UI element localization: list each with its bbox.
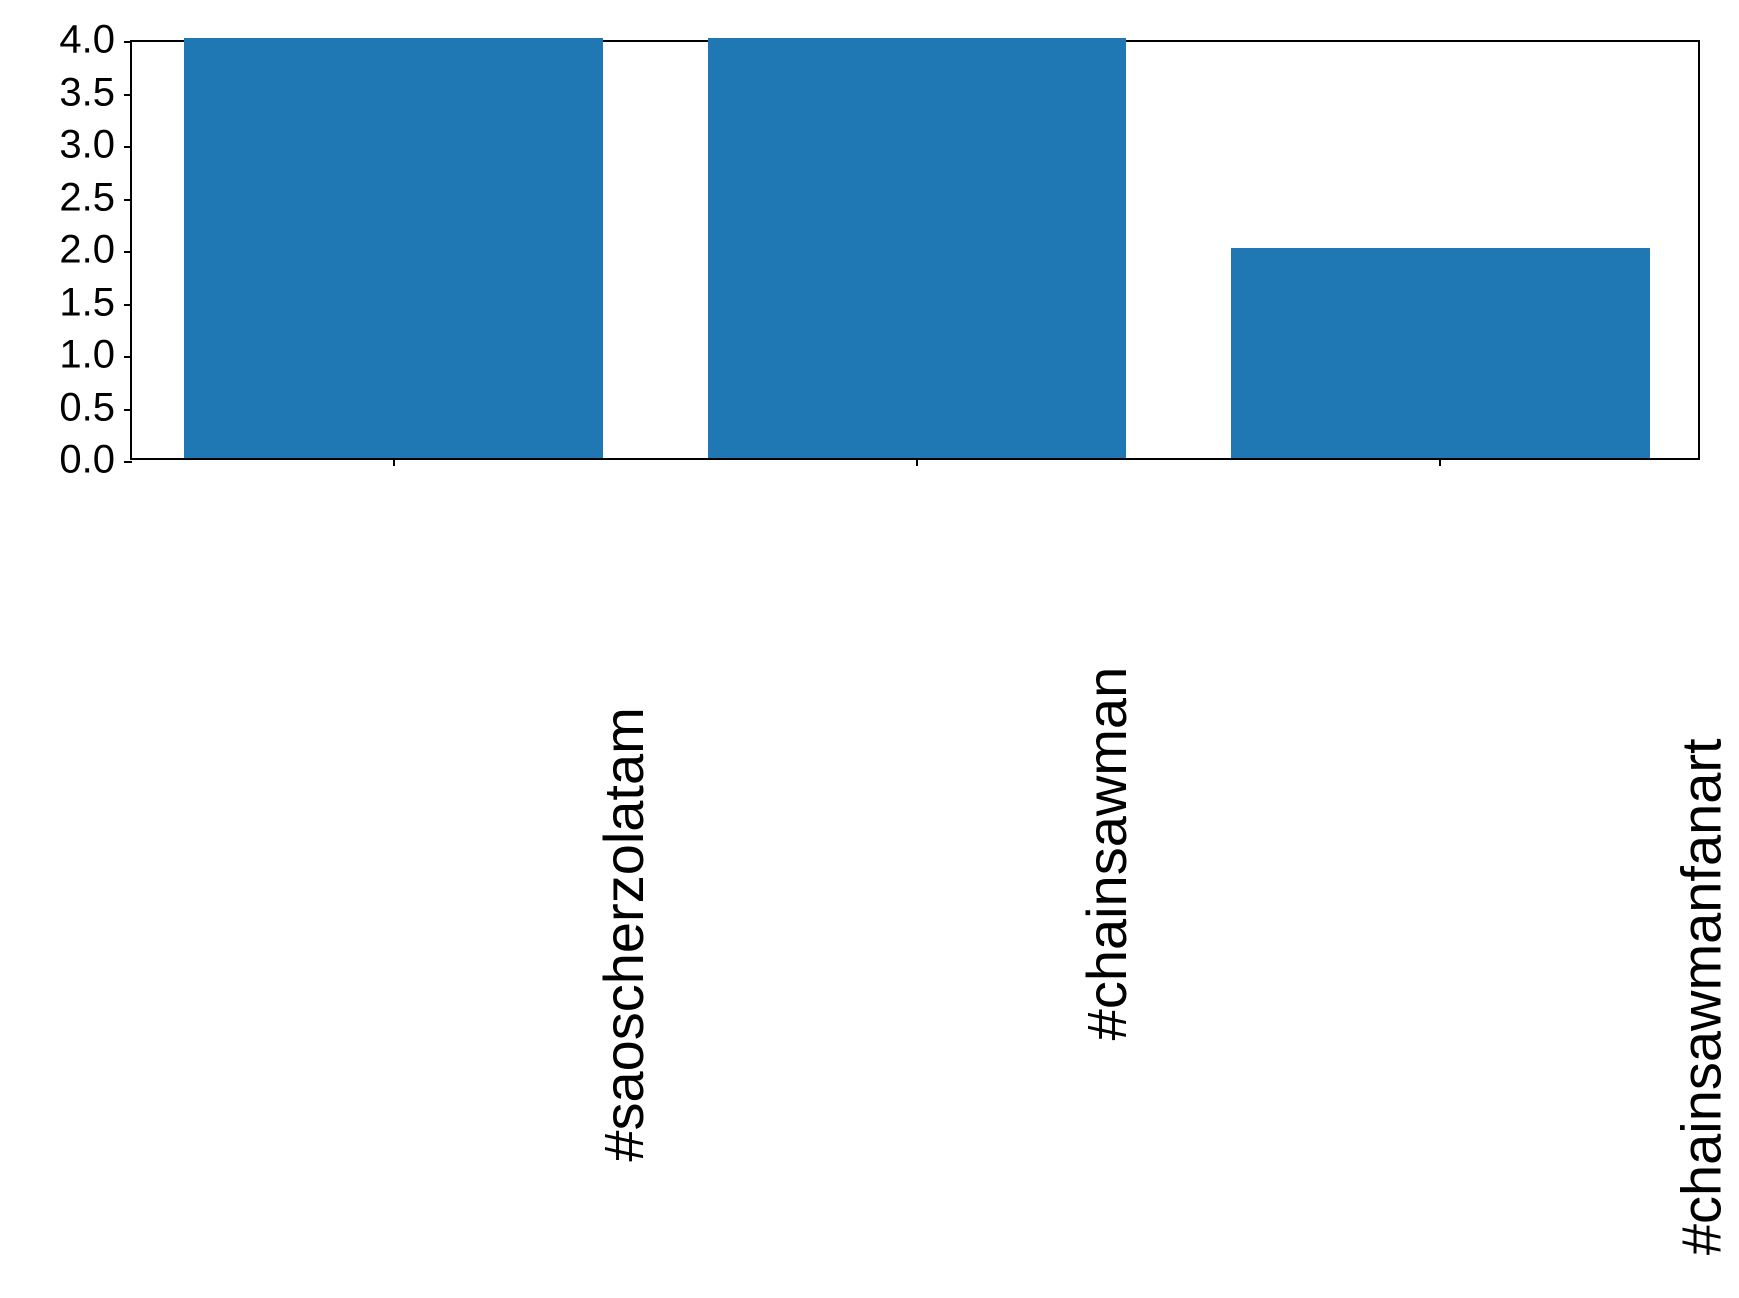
- y-axis-tick: [124, 251, 132, 253]
- bar: [708, 38, 1127, 458]
- y-axis-tick: [124, 461, 132, 463]
- y-axis-tick-label: 0.5: [59, 385, 115, 430]
- y-axis-tick: [124, 199, 132, 201]
- bars-container: [132, 42, 1698, 458]
- y-axis-tick: [124, 94, 132, 96]
- y-axis-tick-label: 1.0: [59, 333, 115, 378]
- x-axis-tick-label: #chainsawmanfanart: [1669, 738, 1734, 1255]
- y-axis-tick: [124, 41, 132, 43]
- bar-chart: 0.0 0.5 1.0 1.5 2.0 2.5 3.0 3.5 4.0 #saoscherzol…: [20, 20, 1720, 1280]
- y-axis-labels: 0.00.51.01.52.02.53.03.54.0: [20, 40, 125, 460]
- plot-area: [130, 40, 1700, 460]
- y-axis-tick-label: 1.5: [59, 280, 115, 325]
- y-axis-tick: [124, 146, 132, 148]
- y-axis-tick-label: 2.0: [59, 228, 115, 273]
- y-axis-tick-label: 3.5: [59, 70, 115, 115]
- bar: [1231, 248, 1650, 458]
- x-axis-labels: #saoscherzolatam#chainsawman#chainsawman…: [130, 465, 1700, 1265]
- x-axis-tick-label: #saoscherzolatam: [591, 707, 656, 1161]
- y-axis-tick-label: 4.0: [59, 18, 115, 63]
- bar: [184, 38, 603, 458]
- y-axis-tick-label: 0.0: [59, 438, 115, 483]
- y-axis-tick-label: 3.0: [59, 123, 115, 168]
- x-axis-tick-label: #chainsawman: [1074, 667, 1139, 1041]
- y-axis-tick: [124, 304, 132, 306]
- y-axis-tick: [124, 356, 132, 358]
- y-axis-tick: [124, 409, 132, 411]
- y-axis-tick-label: 2.5: [59, 175, 115, 220]
